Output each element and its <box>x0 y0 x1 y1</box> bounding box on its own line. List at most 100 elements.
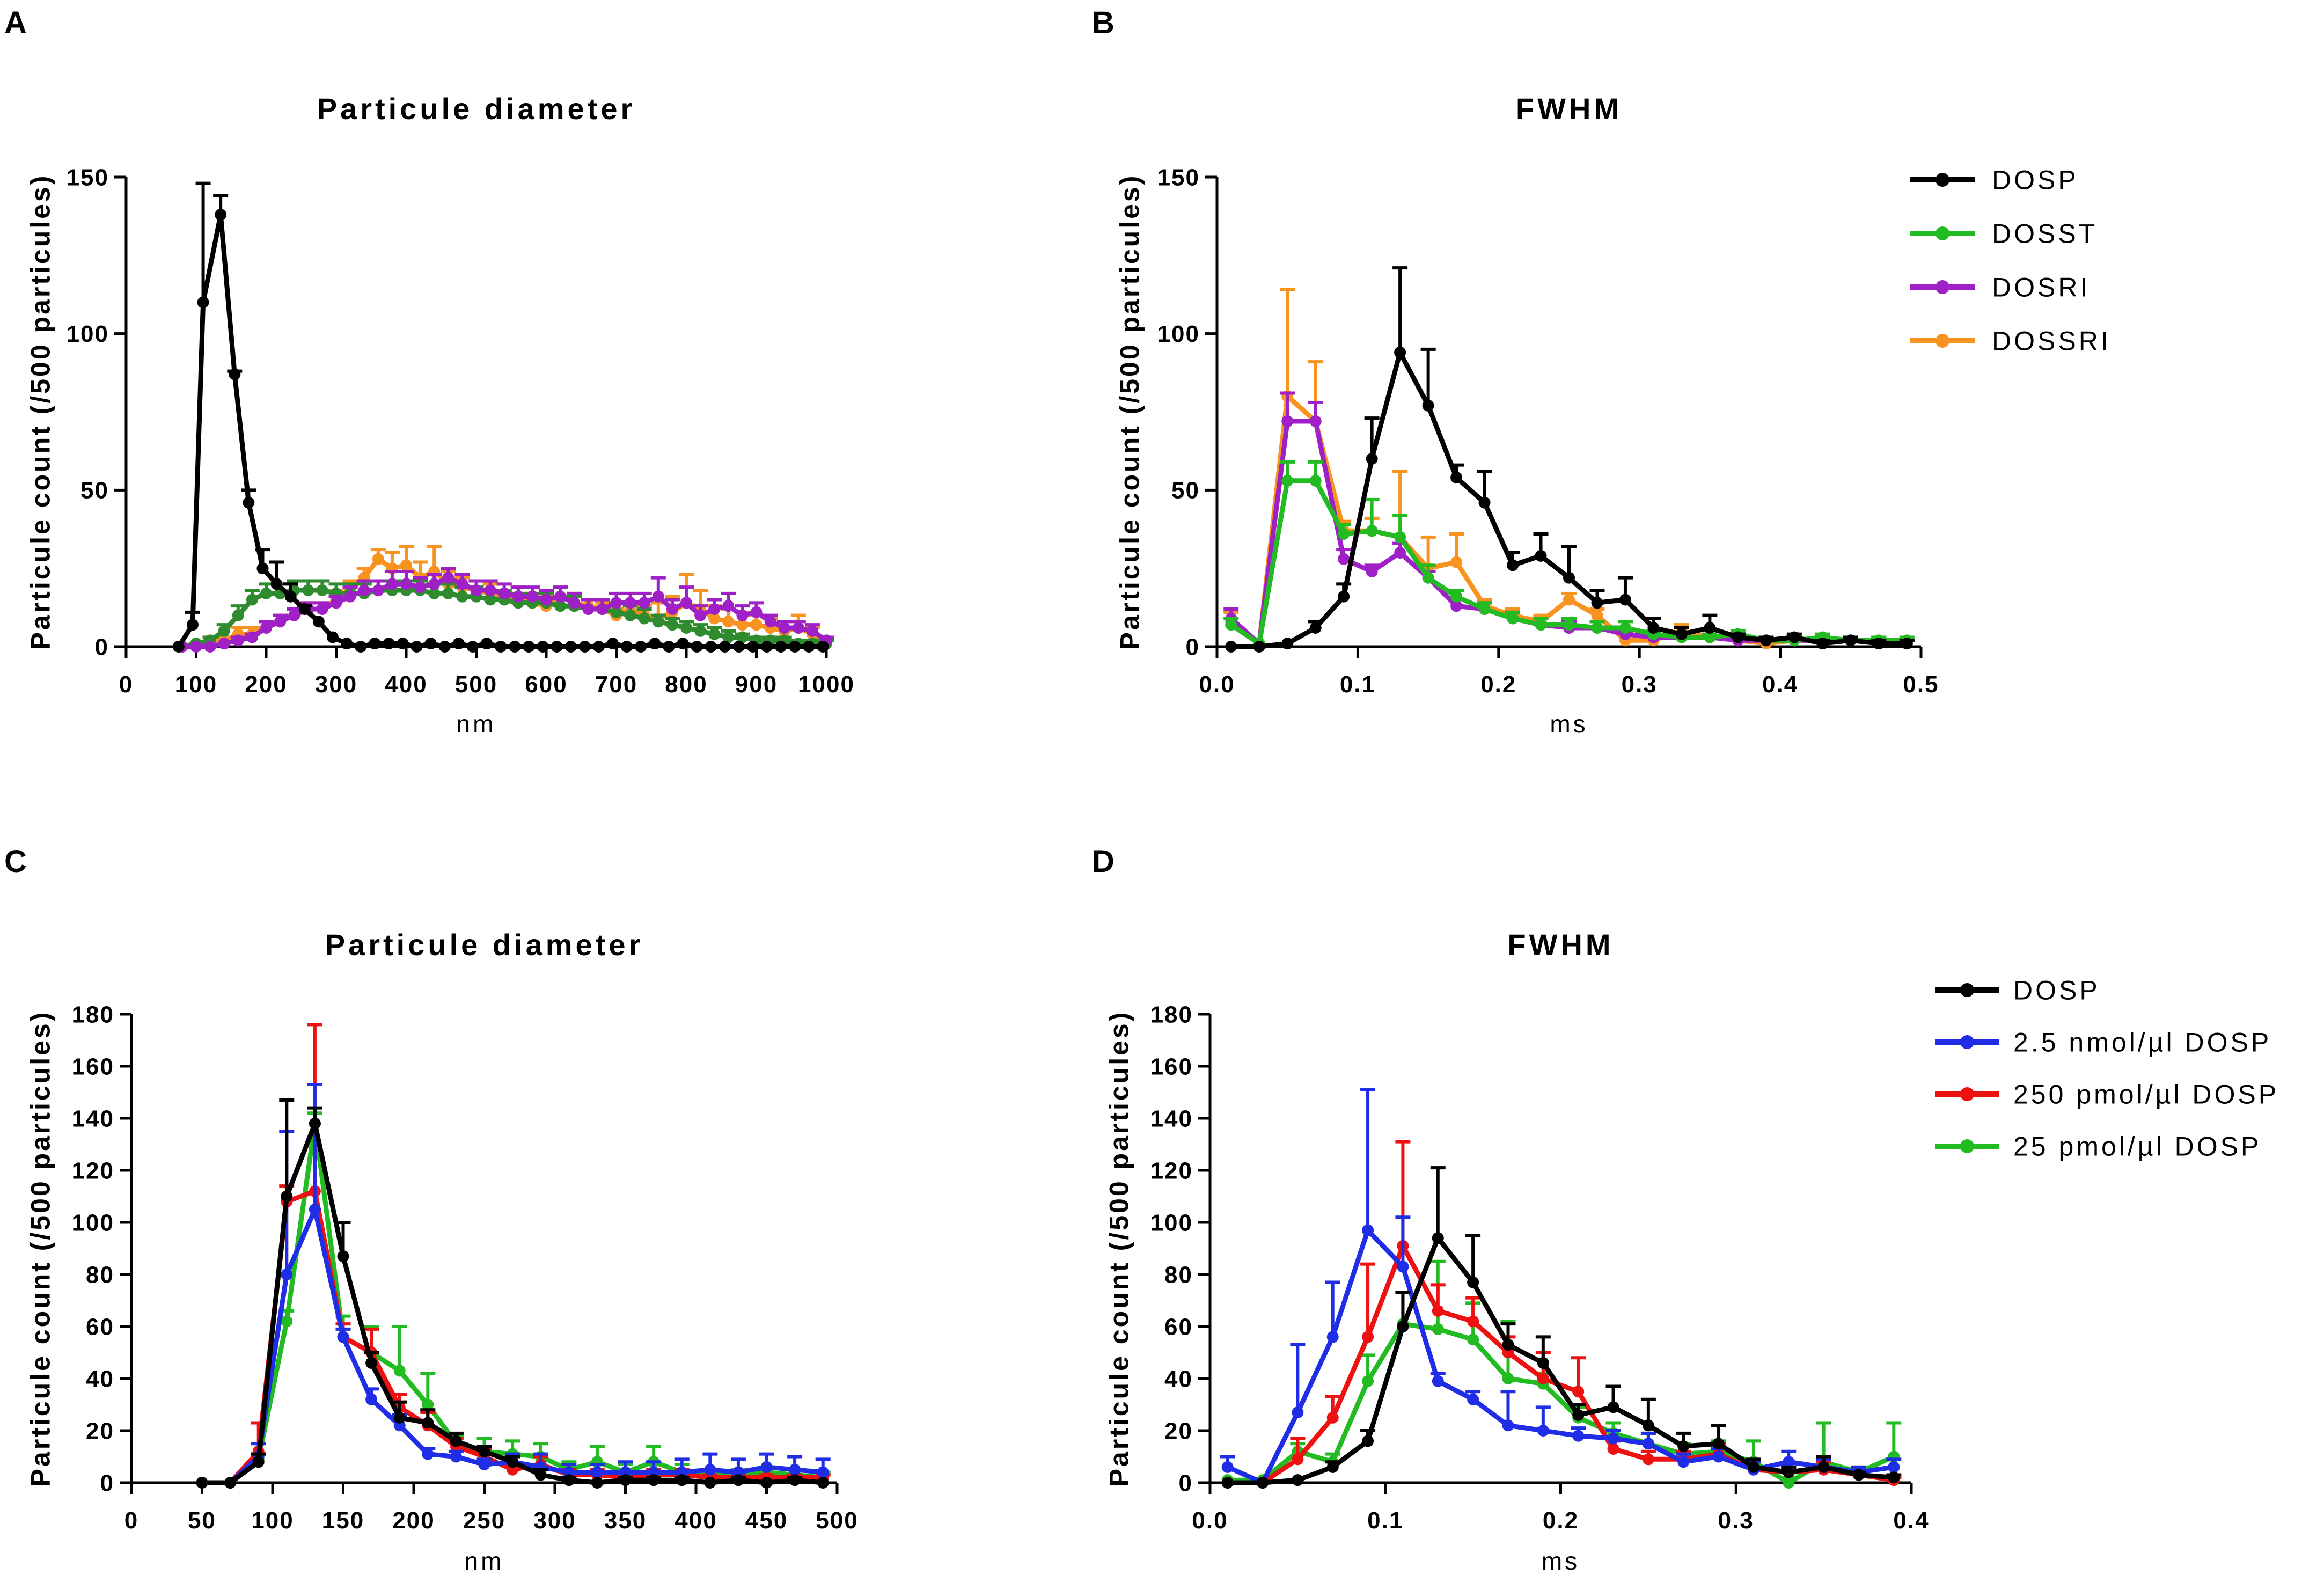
panel-letter: B <box>1092 5 1115 40</box>
data-point <box>1591 597 1603 609</box>
series-dosp <box>1221 1166 1902 1489</box>
data-point <box>1362 1375 1374 1387</box>
data-point <box>1537 1357 1549 1369</box>
data-point <box>1257 1477 1269 1489</box>
chart-panel-b: B FWHM Particule count (/500 particules) ms… <box>1092 5 2108 738</box>
data-point <box>1422 571 1434 584</box>
data-point <box>563 1474 575 1486</box>
y-axis-label: Particule count (/500 particules) <box>26 174 56 650</box>
data-point <box>1366 525 1378 537</box>
y-axis-label: Particule count (/500 particules) <box>1104 1010 1134 1487</box>
data-point <box>704 1463 716 1476</box>
data-point <box>512 590 524 603</box>
data-point <box>596 603 609 615</box>
data-point <box>509 641 521 653</box>
data-point <box>1467 1315 1479 1328</box>
data-point <box>526 590 538 603</box>
legend-entry: DOSP <box>1910 165 2076 195</box>
data-point <box>1563 571 1575 584</box>
x-tick-label: 0 <box>124 1507 138 1534</box>
x-tick-label: 0.1 <box>1367 1507 1403 1534</box>
data-point <box>196 1477 208 1489</box>
x-tick-label: 200 <box>245 671 287 698</box>
data-point <box>495 641 507 653</box>
data-point <box>1362 1331 1374 1343</box>
x-tick-label: 0.2 <box>1543 1507 1579 1534</box>
data-point <box>372 553 384 565</box>
data-point <box>1572 1409 1585 1421</box>
data-point <box>1704 631 1716 643</box>
chart-panel-d: D FWHM Particule count (/500 particules) ms… <box>1092 844 2276 1575</box>
data-point <box>1292 1453 1304 1466</box>
data-point <box>722 616 735 628</box>
y-tick-label: 80 <box>86 1262 114 1288</box>
data-point <box>1338 590 1350 603</box>
data-point <box>215 209 227 221</box>
x-tick-label: 500 <box>816 1507 858 1534</box>
data-point <box>1563 619 1575 631</box>
y-tick-label: 150 <box>67 164 109 190</box>
x-axis-label: nm <box>465 1547 504 1575</box>
data-point <box>534 1469 547 1481</box>
data-point <box>764 616 776 628</box>
data-point <box>256 562 269 575</box>
data-point <box>309 1117 321 1130</box>
data-point <box>337 1331 349 1343</box>
panel-letter: A <box>4 5 27 40</box>
data-point <box>551 641 563 653</box>
x-tick-label: 0.3 <box>1622 671 1658 698</box>
legend: DOSP DOSST DOSRI DOSSRI <box>1910 165 2108 356</box>
data-point <box>428 578 441 590</box>
data-point <box>1572 1386 1585 1398</box>
data-point <box>1422 399 1434 412</box>
data-point <box>358 584 370 596</box>
data-point <box>1362 1224 1374 1236</box>
data-point <box>1537 1373 1549 1384</box>
data-point <box>1844 634 1857 647</box>
data-point <box>1432 1375 1444 1387</box>
chart-title: FWHM <box>1507 928 1614 962</box>
data-point <box>789 641 801 653</box>
x-tick-label: 250 <box>463 1507 505 1534</box>
x-tick-label: 400 <box>385 671 427 698</box>
data-point <box>1704 622 1716 634</box>
x-tick-label: 50 <box>188 1507 216 1534</box>
data-point <box>1901 638 1913 650</box>
data-point <box>1619 593 1631 606</box>
y-tick-label: 50 <box>1171 478 1200 504</box>
data-point <box>386 578 398 590</box>
legend-entry: 25 pmol/µl DOSP <box>1935 1132 2259 1162</box>
data-point <box>652 590 664 603</box>
data-point <box>1507 612 1519 625</box>
data-point <box>1677 1456 1690 1468</box>
y-tick-label: 160 <box>72 1053 114 1080</box>
series-line <box>1227 1235 1894 1485</box>
legend-entry: DOSSRI <box>1910 326 2108 356</box>
data-point <box>1816 638 1829 650</box>
data-point <box>817 641 829 653</box>
data-point <box>1292 1474 1304 1486</box>
data-point <box>1397 1261 1409 1273</box>
x-tick-label: 300 <box>533 1507 576 1534</box>
series-dosp <box>196 1098 829 1489</box>
data-point <box>806 625 818 637</box>
data-point <box>676 1474 688 1486</box>
data-point <box>680 597 692 609</box>
data-point <box>691 641 703 653</box>
data-point <box>1537 1425 1549 1437</box>
data-point <box>365 1393 378 1405</box>
y-tick-label: 120 <box>72 1157 114 1184</box>
x-axis-label: nm <box>457 710 496 738</box>
y-tick-label: 160 <box>1150 1053 1193 1080</box>
data-point <box>750 619 763 631</box>
data-point <box>619 1474 632 1486</box>
x-tick-label: 900 <box>735 671 778 698</box>
data-point <box>484 584 496 596</box>
legend-label: DOSRI <box>1992 273 2090 303</box>
y-tick-label: 100 <box>1150 1210 1193 1236</box>
data-point <box>592 641 605 653</box>
data-point <box>638 597 650 609</box>
series-dosp <box>172 181 829 653</box>
data-point <box>438 641 451 653</box>
legend-marker <box>1936 173 1949 187</box>
